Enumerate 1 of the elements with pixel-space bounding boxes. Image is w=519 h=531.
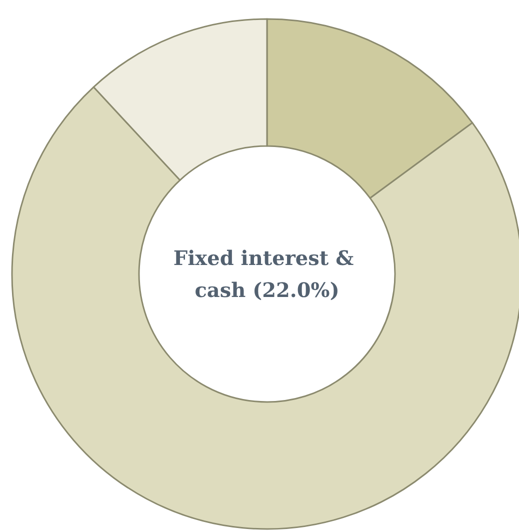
text: Fixed interest & cash (22.0%): [173, 246, 361, 302]
